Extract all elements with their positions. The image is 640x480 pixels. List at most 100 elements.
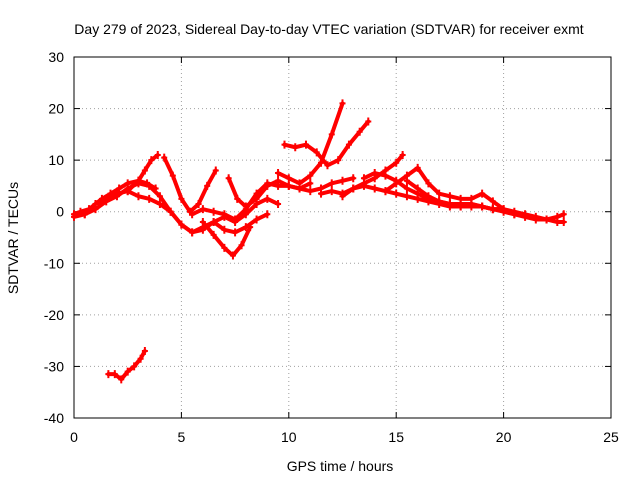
- data-point: [221, 210, 228, 219]
- y-tick-label: 10: [48, 152, 64, 168]
- data-point: [532, 212, 539, 221]
- data-point: [285, 174, 292, 183]
- data-point: [124, 187, 131, 196]
- data-point: [345, 140, 352, 149]
- data-point: [414, 163, 421, 172]
- data-point: [382, 171, 389, 180]
- data-point: [554, 212, 561, 221]
- y-tick-label: -20: [44, 307, 64, 323]
- y-axis-label: SDTVAR / TECUs: [5, 182, 21, 294]
- data-point: [403, 184, 410, 193]
- data-point: [135, 176, 142, 185]
- data-point: [318, 189, 325, 198]
- data-point: [403, 176, 410, 185]
- series-line: [404, 178, 566, 222]
- data-point: [307, 187, 314, 196]
- data-series: [71, 99, 567, 384]
- data-point: [489, 197, 496, 206]
- x-axis-label: GPS time / hours: [287, 458, 394, 474]
- data-point: [436, 189, 443, 198]
- data-point: [356, 127, 363, 136]
- data-point: [113, 192, 120, 201]
- data-point: [210, 218, 217, 227]
- series-arc-15: [403, 176, 567, 224]
- data-point: [296, 179, 303, 188]
- series-arc-5: [161, 153, 219, 216]
- y-tick-label: -10: [44, 255, 64, 271]
- data-point: [105, 370, 112, 379]
- x-tick-label: 20: [496, 429, 512, 445]
- data-point: [229, 251, 236, 260]
- data-point: [446, 199, 453, 208]
- data-point: [210, 230, 217, 239]
- x-tick-label: 10: [281, 429, 297, 445]
- series-arc-8: [225, 174, 357, 211]
- data-point: [264, 181, 271, 190]
- data-point: [238, 241, 245, 250]
- data-point: [399, 150, 406, 159]
- data-point: [135, 192, 142, 201]
- y-tick-label: -30: [44, 358, 64, 374]
- grid: [74, 57, 611, 418]
- data-point: [131, 362, 138, 371]
- data-point: [307, 171, 314, 180]
- data-point: [210, 207, 217, 216]
- data-point: [154, 150, 161, 159]
- data-point: [522, 210, 529, 219]
- data-point: [328, 130, 335, 139]
- data-point: [156, 199, 163, 208]
- data-point: [371, 184, 378, 193]
- data-point: [221, 243, 228, 252]
- data-point: [167, 207, 174, 216]
- data-point: [225, 174, 232, 183]
- data-point: [275, 176, 282, 185]
- data-point: [285, 181, 292, 190]
- series-line: [276, 101, 345, 186]
- data-point: [393, 158, 400, 167]
- y-tick-label: -40: [44, 410, 64, 426]
- series-line: [200, 220, 253, 258]
- axis-ticks: [73, 56, 612, 419]
- data-point: [393, 189, 400, 198]
- data-point: [221, 225, 228, 234]
- data-point: [195, 199, 202, 208]
- data-point: [204, 181, 211, 190]
- data-point: [141, 346, 148, 355]
- data-point: [560, 210, 567, 219]
- data-point: [189, 210, 196, 219]
- data-point: [178, 220, 185, 229]
- data-point: [339, 176, 346, 185]
- x-tick-label: 25: [603, 429, 619, 445]
- data-point: [234, 194, 241, 203]
- data-point: [382, 187, 389, 196]
- data-point: [137, 354, 144, 363]
- tick-labels: 0 5 10 15 20 25 -40 -30 -20 -10 0 10 20 30: [44, 49, 619, 445]
- data-point: [253, 194, 260, 203]
- data-point: [156, 192, 163, 201]
- data-point: [232, 228, 239, 237]
- data-point: [148, 156, 155, 165]
- series-arc-4: [124, 150, 161, 196]
- data-point: [425, 192, 432, 201]
- data-point: [92, 205, 99, 214]
- data-point: [350, 174, 357, 183]
- series-arc-9: [275, 99, 346, 188]
- x-tick-label: 15: [388, 429, 404, 445]
- data-point: [479, 189, 486, 198]
- data-point: [247, 223, 254, 232]
- data-point: [141, 166, 148, 175]
- data-point: [281, 140, 288, 149]
- data-point: [212, 166, 219, 175]
- data-point: [307, 179, 314, 188]
- series-arc-11: [318, 150, 406, 198]
- data-point: [436, 197, 443, 206]
- data-point: [81, 210, 88, 219]
- data-point: [446, 192, 453, 201]
- series-arc-10: [281, 117, 372, 170]
- data-point: [275, 169, 282, 178]
- chart-title: Day 279 of 2023, Sidereal Day-to-day VTE…: [74, 21, 583, 37]
- data-point: [335, 156, 342, 165]
- data-point: [146, 181, 153, 190]
- data-point: [403, 192, 410, 201]
